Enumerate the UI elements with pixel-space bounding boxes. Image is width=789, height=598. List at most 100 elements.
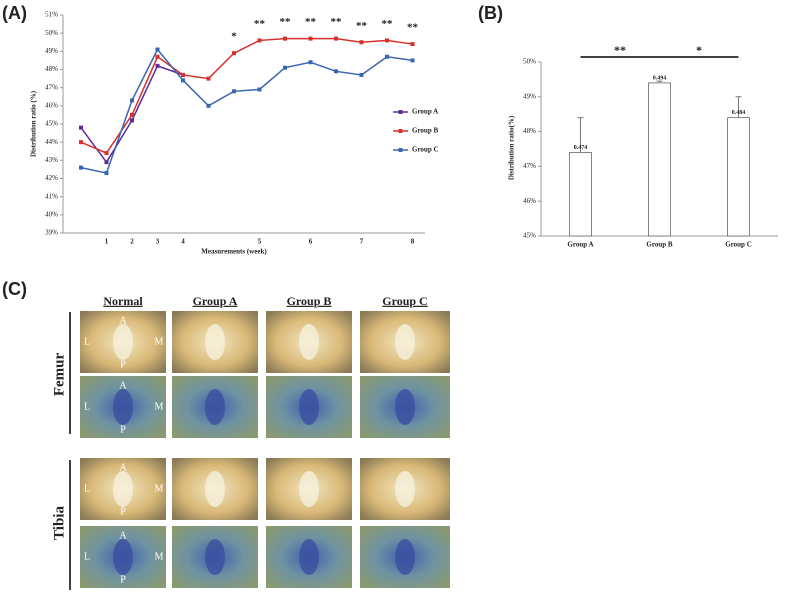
y-tick-label: 43% <box>45 156 58 164</box>
point <box>283 65 287 70</box>
specimen-highlight <box>205 389 225 425</box>
orientation-marker: M <box>155 483 164 494</box>
point <box>257 87 262 92</box>
panel-label: (C) <box>2 279 27 299</box>
significance: ** <box>254 18 266 30</box>
value-label: 0.484 <box>732 110 746 116</box>
panel-label: (B) <box>478 3 503 23</box>
y-tick-label: 48% <box>523 127 536 135</box>
specimen-highlight <box>205 471 225 507</box>
x-tick-label: Group A <box>567 241 593 249</box>
y-tick-label: 49% <box>523 92 536 100</box>
point <box>104 160 109 165</box>
y-tick-label: 47% <box>45 83 58 91</box>
specimen-highlight <box>113 324 133 360</box>
series-line <box>80 37 413 155</box>
orientation-marker: P <box>120 424 126 435</box>
orientation-marker: P <box>120 359 126 370</box>
series-line <box>80 48 413 174</box>
y-axis-label: Distribution ratio (%) <box>30 90 38 157</box>
point <box>104 151 109 156</box>
column-header: Group A <box>193 294 238 308</box>
legend-label: Group A <box>412 108 438 116</box>
significance: * <box>231 31 237 43</box>
orientation-marker: A <box>119 315 127 326</box>
error-bar <box>656 80 663 83</box>
specimen-highlight <box>113 471 133 507</box>
y-tick-label: 46% <box>523 197 536 205</box>
orientation-marker: A <box>119 380 127 391</box>
point <box>334 69 338 74</box>
point <box>232 51 236 56</box>
orientation-marker: A <box>119 462 127 473</box>
orientation-marker: A <box>119 530 127 541</box>
point <box>130 98 134 103</box>
legend-marker <box>398 148 403 152</box>
y-tick-label: 45% <box>523 232 536 240</box>
orientation-marker: M <box>155 336 164 347</box>
significance: ** <box>407 22 419 34</box>
specimen-highlight <box>113 539 133 575</box>
column-header: Normal <box>103 294 143 308</box>
x-tick-label: 2 <box>130 238 134 246</box>
error-bar <box>577 117 584 153</box>
column-header: Group C <box>382 294 427 308</box>
point <box>104 171 109 176</box>
point <box>79 165 83 170</box>
value-label: 0.494 <box>653 75 667 81</box>
panel-label: (A) <box>2 3 27 23</box>
point <box>155 63 160 68</box>
point <box>334 36 338 41</box>
orientation-marker: M <box>155 551 164 562</box>
row-header: Tibia <box>51 506 67 540</box>
x-tick-label: 8 <box>411 238 415 246</box>
point <box>308 36 313 41</box>
specimen-highlight <box>395 324 415 360</box>
x-tick-label: Group B <box>646 241 672 249</box>
y-tick-label: 48% <box>45 65 58 73</box>
significance: ** <box>305 16 317 28</box>
specimen-highlight <box>299 471 319 507</box>
point <box>130 118 134 123</box>
orientation-marker: L <box>84 401 90 412</box>
specimen-highlight <box>395 471 415 507</box>
point <box>410 42 415 47</box>
point <box>359 72 364 77</box>
value-label: 0.474 <box>574 145 588 151</box>
legend-marker <box>398 110 403 114</box>
legend-label: Group B <box>412 127 438 135</box>
y-tick-label: 51% <box>45 11 58 19</box>
legend-marker <box>398 129 403 133</box>
y-tick-label: 50% <box>45 29 58 37</box>
bar <box>569 152 592 237</box>
significance: ** <box>331 16 343 28</box>
x-tick-label: 1 <box>105 238 109 246</box>
y-tick-label: 47% <box>523 162 536 170</box>
point <box>130 112 134 117</box>
y-tick-label: 39% <box>45 229 58 237</box>
point <box>257 38 262 43</box>
point <box>385 54 389 59</box>
point <box>410 58 415 63</box>
y-tick-label: 42% <box>45 174 58 182</box>
legend-label: Group C <box>412 146 439 154</box>
column-header: Group B <box>287 294 332 308</box>
specimen-highlight <box>299 539 319 575</box>
y-axis-label: Distribution ratio(%) <box>508 115 516 180</box>
orientation-marker: L <box>84 336 90 347</box>
orientation-marker: L <box>84 483 90 494</box>
point <box>385 38 389 43</box>
significance: ** <box>280 16 292 28</box>
x-tick-label: 3 <box>156 238 160 246</box>
x-tick-label: 4 <box>181 238 185 246</box>
point <box>79 140 83 145</box>
y-tick-label: 49% <box>45 47 58 55</box>
point <box>79 125 83 130</box>
point <box>155 47 160 52</box>
point <box>181 72 185 77</box>
bar <box>648 82 671 237</box>
specimen-highlight <box>205 324 225 360</box>
specimen-highlight <box>113 389 133 425</box>
significance: ** <box>356 20 368 32</box>
